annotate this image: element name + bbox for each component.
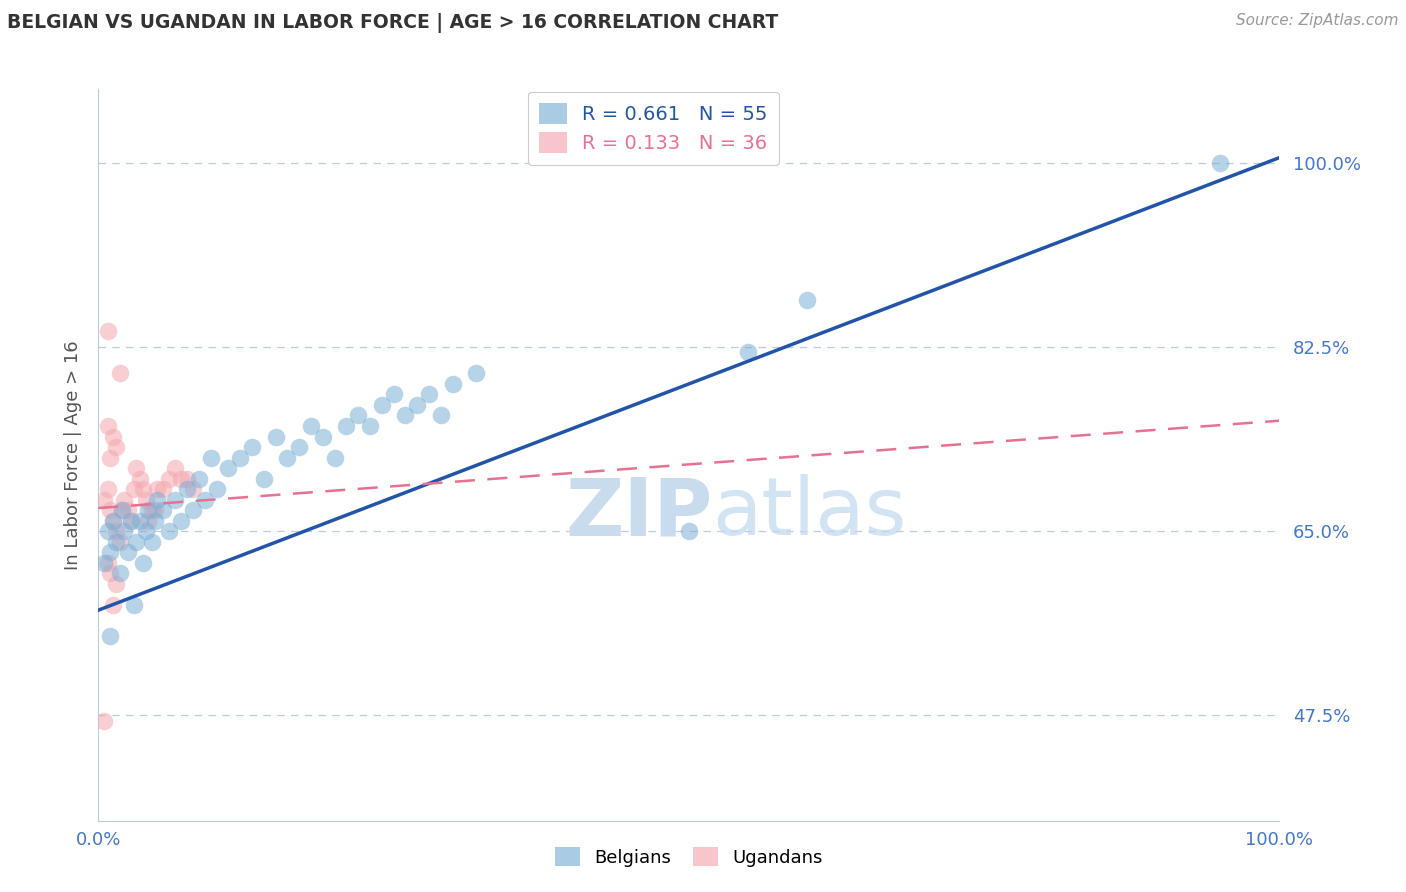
- Point: [101, 514, 124, 528]
- Point: [98, 566, 121, 581]
- Point: [108, 367, 131, 381]
- Point: [152, 503, 174, 517]
- Point: [194, 492, 217, 507]
- Point: [132, 482, 155, 496]
- Point: [125, 534, 148, 549]
- Point: [128, 514, 150, 528]
- Point: [121, 514, 143, 528]
- Point: [312, 429, 335, 443]
- Point: [98, 630, 121, 644]
- Text: Source: ZipAtlas.com: Source: ZipAtlas.com: [1236, 13, 1399, 29]
- Point: [93, 556, 115, 570]
- Point: [170, 514, 193, 528]
- Point: [176, 482, 198, 496]
- Point: [217, 461, 239, 475]
- Point: [347, 409, 370, 423]
- Point: [105, 534, 128, 549]
- Point: [240, 440, 263, 454]
- Point: [97, 556, 120, 570]
- Point: [117, 545, 139, 559]
- Point: [101, 514, 124, 528]
- Y-axis label: In Labor Force | Age > 16: In Labor Force | Age > 16: [63, 340, 82, 570]
- Point: [737, 345, 759, 359]
- Point: [146, 482, 169, 496]
- Point: [136, 514, 159, 528]
- Point: [165, 492, 187, 507]
- Point: [176, 472, 198, 486]
- Point: [187, 472, 209, 486]
- Point: [359, 419, 381, 434]
- Point: [371, 398, 394, 412]
- Point: [111, 503, 134, 517]
- Point: [93, 492, 115, 507]
- Point: [165, 461, 187, 475]
- Point: [678, 524, 700, 539]
- Text: BELGIAN VS UGANDAN IN LABOR FORCE | AGE > 16 CORRELATION CHART: BELGIAN VS UGANDAN IN LABOR FORCE | AGE …: [7, 13, 779, 33]
- Point: [122, 598, 145, 612]
- Point: [299, 419, 322, 434]
- Point: [181, 482, 204, 496]
- Point: [143, 503, 166, 517]
- Point: [253, 472, 276, 486]
- Point: [121, 514, 143, 528]
- Point: [152, 482, 174, 496]
- Point: [181, 503, 204, 517]
- Point: [132, 556, 155, 570]
- Point: [97, 419, 120, 434]
- Point: [382, 387, 405, 401]
- Point: [108, 534, 131, 549]
- Point: [141, 534, 163, 549]
- Text: ZIP: ZIP: [565, 475, 713, 552]
- Point: [97, 324, 120, 338]
- Point: [418, 387, 440, 401]
- Point: [111, 503, 134, 517]
- Point: [135, 524, 157, 539]
- Point: [112, 524, 135, 539]
- Point: [93, 714, 115, 728]
- Point: [108, 566, 131, 581]
- Point: [441, 376, 464, 391]
- Point: [105, 577, 128, 591]
- Point: [98, 450, 121, 465]
- Point: [117, 503, 139, 517]
- Point: [97, 482, 120, 496]
- Legend: Belgians, Ugandans: Belgians, Ugandans: [547, 840, 831, 874]
- Point: [430, 409, 453, 423]
- Point: [796, 293, 818, 307]
- Point: [105, 440, 128, 454]
- Point: [136, 503, 159, 517]
- Point: [200, 450, 222, 465]
- Point: [112, 492, 135, 507]
- Point: [105, 524, 128, 539]
- Point: [465, 367, 488, 381]
- Point: [170, 472, 193, 486]
- Point: [101, 429, 124, 443]
- Point: [135, 492, 157, 507]
- Point: [143, 514, 166, 528]
- Point: [98, 545, 121, 559]
- Point: [406, 398, 429, 412]
- Point: [141, 503, 163, 517]
- Point: [276, 450, 298, 465]
- Point: [323, 450, 346, 465]
- Point: [264, 429, 287, 443]
- Point: [1209, 156, 1232, 170]
- Point: [335, 419, 357, 434]
- Text: atlas: atlas: [713, 475, 907, 552]
- Point: [229, 450, 252, 465]
- Point: [97, 524, 120, 539]
- Point: [122, 482, 145, 496]
- Point: [394, 409, 416, 423]
- Point: [98, 503, 121, 517]
- Point: [205, 482, 228, 496]
- Point: [125, 461, 148, 475]
- Point: [101, 598, 124, 612]
- Point: [128, 472, 150, 486]
- Point: [157, 524, 180, 539]
- Point: [157, 472, 180, 486]
- Legend: R = 0.661   N = 55, R = 0.133   N = 36: R = 0.661 N = 55, R = 0.133 N = 36: [527, 92, 779, 165]
- Point: [146, 492, 169, 507]
- Point: [288, 440, 311, 454]
